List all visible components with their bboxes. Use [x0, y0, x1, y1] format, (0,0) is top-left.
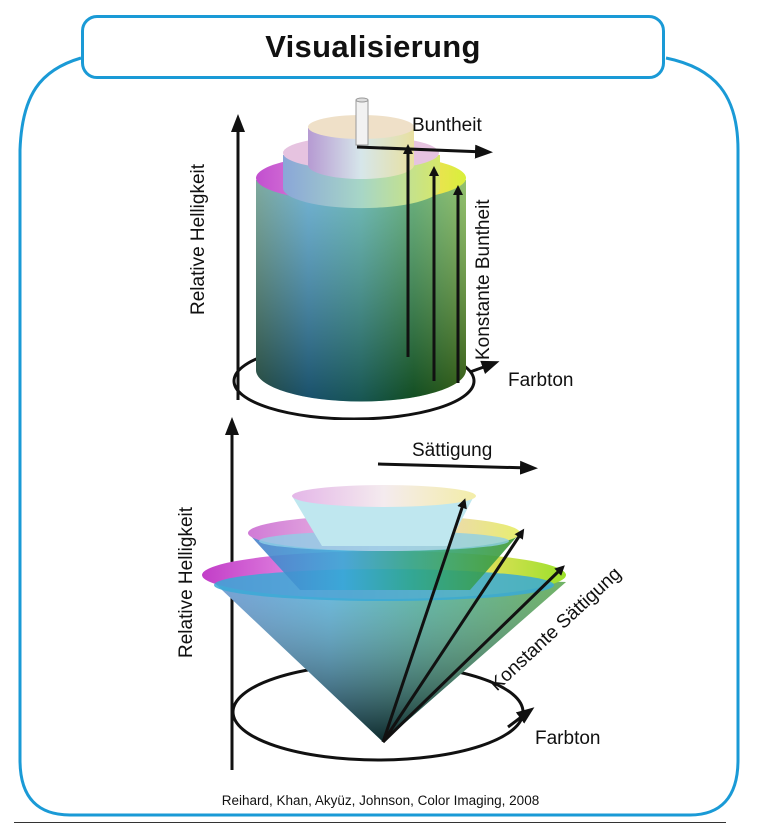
cone-diagram: [202, 417, 566, 770]
citation: Reihard, Khan, Akyüz, Johnson, Color Ima…: [221, 793, 540, 808]
bottom-axis-horizontal-label: Sättigung: [412, 440, 493, 461]
page-title: Visualisierung: [265, 29, 481, 64]
top-axis-horizontal-label: Buntheit: [412, 115, 482, 136]
cylinder-diagram: [231, 97, 500, 420]
title-box: Visualisierung: [81, 15, 665, 79]
bottom-horizontal-axis: [377, 460, 538, 475]
top-rotation-label: Farbton: [508, 370, 574, 391]
bottom-divider: [14, 822, 726, 823]
top-axis-vertical-label: Relative Helligkeit: [188, 163, 209, 315]
bottom-rotation-label: Farbton: [535, 728, 601, 749]
bottom-axis-vertical-label: Relative Helligkeit: [176, 506, 197, 658]
top-constant-label: Konstante Buntheit: [473, 199, 494, 360]
top-horizontal-axis: [356, 144, 493, 159]
